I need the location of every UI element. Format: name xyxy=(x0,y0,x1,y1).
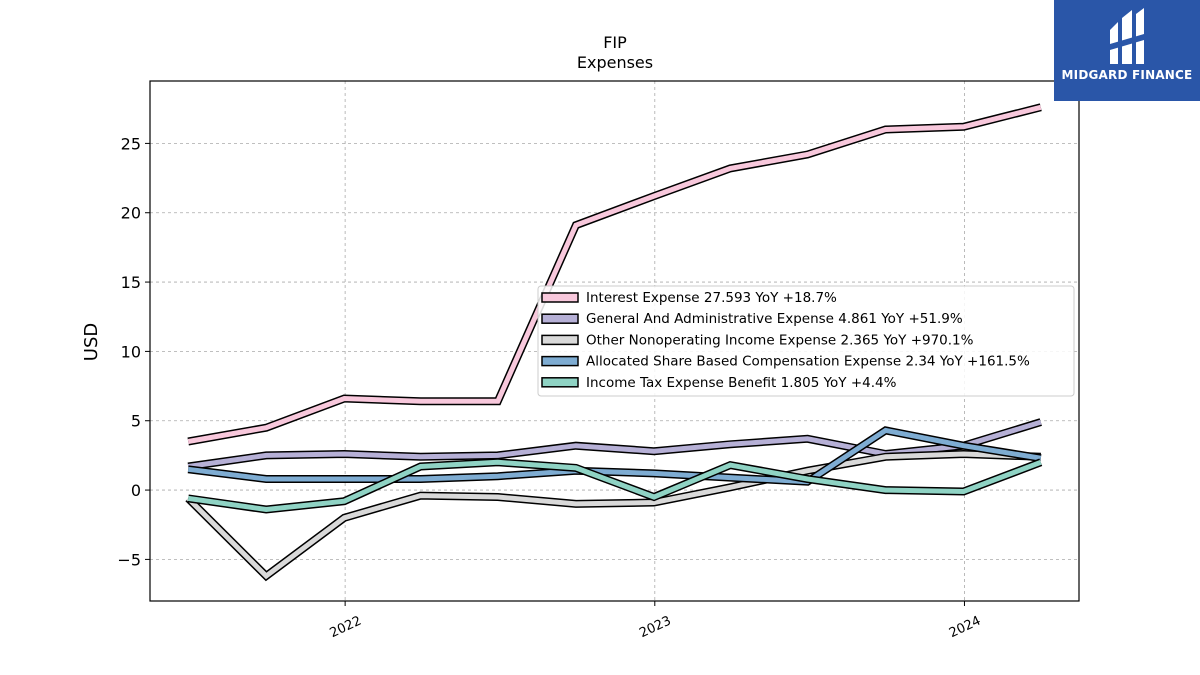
legend-swatch xyxy=(541,355,579,367)
brand-name: MIDGARD FINANCE xyxy=(1061,68,1193,82)
plot-frame xyxy=(149,80,1080,602)
brand-logo: MIDGARD FINANCE xyxy=(1054,0,1200,101)
legend-swatch xyxy=(541,313,579,324)
y-tick-label: −5 xyxy=(117,550,141,569)
legend-label: General And Administrative Expense 4.861… xyxy=(586,311,963,327)
series-line xyxy=(187,103,1042,446)
building-columns-icon xyxy=(1110,8,1144,64)
legend-entry: General And Administrative Expense 4.861… xyxy=(541,311,963,327)
legend-swatch xyxy=(541,292,579,303)
y-axis: −5 0 5 10 15 20 25 xyxy=(117,134,150,569)
series-line xyxy=(187,418,1042,471)
legend-label: Other Nonoperating Income Expense 2.365 … xyxy=(586,332,974,348)
y-tick-label: 10 xyxy=(121,342,141,361)
legend: Interest Expense 27.593 YoY +18.7% Genera… xyxy=(537,285,1075,397)
chart-title: FIP xyxy=(603,33,627,52)
y-tick-label: 20 xyxy=(121,204,141,223)
series-line xyxy=(187,426,1042,486)
x-axis: 2022 2023 2024 xyxy=(328,601,983,642)
x-tick-label: 2024 xyxy=(947,614,983,642)
legend-box xyxy=(537,285,1075,397)
y-tick-label: 0 xyxy=(131,481,141,500)
legend-entry: Other Nonoperating Income Expense 2.365 … xyxy=(541,332,974,348)
legend-label: Allocated Share Based Compensation Expen… xyxy=(586,354,1030,370)
series-line xyxy=(185,449,1041,582)
legend-entry: Allocated Share Based Compensation Expen… xyxy=(541,354,1030,370)
series-line-fill xyxy=(187,459,1042,513)
series-line xyxy=(187,458,1043,514)
legend-label: Income Tax Expense Benefit 1.805 YoY +4.… xyxy=(586,375,897,391)
y-tick-label: 25 xyxy=(121,134,141,153)
legend-entry: Interest Expense 27.593 YoY +18.7% xyxy=(541,290,837,306)
series-line-fill xyxy=(187,419,1042,469)
legend-swatch xyxy=(541,377,579,388)
legend-swatch xyxy=(541,334,579,346)
series-line-fill xyxy=(187,104,1042,444)
series-lines xyxy=(185,103,1043,582)
chart-subtitle: Expenses xyxy=(577,53,653,72)
legend-label: Interest Expense 27.593 YoY +18.7% xyxy=(586,290,837,306)
series-line-outline xyxy=(187,418,1042,471)
y-axis-label: USD xyxy=(81,323,102,361)
x-tick-label: 2023 xyxy=(637,614,673,642)
legend-entry: Income Tax Expense Benefit 1.805 YoY +4.… xyxy=(541,375,897,391)
y-tick-label: 5 xyxy=(131,412,141,431)
x-tick-label: 2022 xyxy=(328,614,364,642)
series-line-fill xyxy=(186,451,1041,580)
series-line-fill xyxy=(187,427,1042,485)
y-tick-label: 15 xyxy=(121,273,141,292)
